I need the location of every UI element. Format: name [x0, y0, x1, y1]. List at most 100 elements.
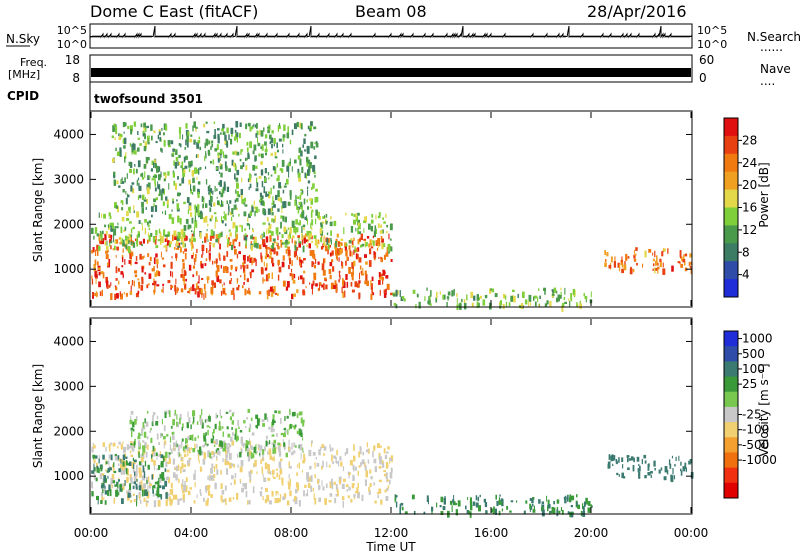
power-data-cell [92, 247, 95, 253]
power-data-cell [163, 189, 165, 195]
power-data-cell [221, 204, 224, 207]
power-data-cell [118, 136, 122, 140]
velocity-data-cell [185, 445, 187, 449]
power-data-cell [109, 242, 111, 247]
power-data-cell [281, 242, 284, 245]
power-data-cell [274, 156, 278, 159]
power-data-cell [153, 203, 155, 207]
power-data-cell [161, 148, 163, 153]
power-data-cell [364, 240, 366, 245]
velocity-data-cell [131, 445, 135, 452]
power-data-cell [688, 261, 691, 267]
velocity-data-cell [226, 447, 229, 454]
velocity-data-cell [289, 490, 292, 497]
velocity-data-cell [154, 481, 157, 485]
power-data-cell [136, 234, 139, 240]
power-data-cell [94, 227, 98, 234]
velocity-data-cell [119, 486, 122, 492]
velocity-data-cell [547, 499, 550, 507]
power-data-cell [153, 281, 156, 286]
power-data-cell [323, 241, 326, 247]
power-data-cell [279, 123, 281, 127]
velocity-colorbar-tick-label: -100 [742, 423, 769, 437]
power-data-cell [284, 245, 288, 248]
velocity-data-cell [152, 493, 155, 497]
velocity-data-cell [188, 448, 191, 454]
velocity-colorbar-tick-label: 500 [742, 347, 765, 361]
velocity-data-cell [208, 484, 211, 489]
velocity-data-cell [134, 476, 136, 483]
power-data-cell [194, 288, 197, 295]
power-data-cell [271, 211, 274, 216]
velocity-data-cell [255, 414, 259, 419]
power-data-cell [353, 219, 356, 225]
power-data-cell [310, 211, 313, 218]
velocity-data-cell [206, 425, 210, 428]
power-data-cell [530, 302, 532, 306]
power-data-cell [288, 170, 290, 178]
power-data-cell [618, 264, 621, 272]
velocity-data-cell [262, 453, 264, 461]
power-data-cell [273, 142, 275, 147]
power-data-cell [330, 216, 332, 220]
power-data-cell [679, 252, 682, 259]
power-data-cell [222, 290, 225, 294]
power-data-cell [212, 260, 214, 265]
power-data-cell [309, 198, 312, 201]
velocity-data-cell [179, 498, 183, 501]
power-data-cell [295, 200, 297, 206]
velocity-data-cell [353, 455, 356, 459]
velocity-data-cell [212, 435, 215, 440]
power-data-cell [314, 174, 316, 178]
power-data-cell [102, 272, 105, 279]
power-data-cell [270, 292, 274, 297]
power-data-cell [311, 261, 314, 268]
power-data-cell [226, 186, 230, 192]
velocity-data-cell [571, 511, 574, 514]
power-data-cell [147, 182, 151, 190]
power-data-cell [183, 156, 186, 162]
power-data-cell [261, 144, 264, 151]
power-data-cell [143, 122, 146, 128]
velocity-data-cell [104, 490, 108, 495]
velocity-data-cell [329, 444, 331, 449]
power-data-cell [153, 130, 156, 134]
power-data-cell [211, 140, 214, 144]
velocity-data-cell [166, 434, 169, 437]
power-data-cell [427, 300, 430, 304]
velocity-data-cell [133, 498, 136, 502]
power-data-cell [364, 280, 367, 285]
velocity-data-cell [213, 474, 216, 478]
velocity-data-cell [199, 449, 202, 456]
velocity-data-cell [196, 421, 199, 425]
power-data-cell [352, 268, 354, 276]
velocity-data-cell [194, 482, 196, 488]
velocity-data-cell [136, 464, 138, 472]
velocity-data-cell [325, 483, 328, 489]
velocity-data-cell [159, 477, 162, 483]
power-data-cell [513, 295, 516, 303]
velocity-data-cell [241, 442, 245, 446]
velocity-data-cell [684, 465, 686, 470]
velocity-data-cell [160, 454, 164, 459]
power-data-cell [141, 256, 144, 260]
velocity-data-cell [639, 465, 641, 472]
power-data-cell [570, 293, 573, 299]
velocity-data-cell [341, 483, 345, 490]
nsky-left-top: 10^5 [57, 24, 87, 37]
velocity-data-cell [143, 483, 146, 489]
velocity-data-cell [273, 420, 276, 423]
power-data-cell [324, 244, 327, 247]
power-data-cell [317, 261, 320, 265]
velocity-data-cell [145, 451, 148, 458]
velocity-data-cell [340, 461, 343, 467]
velocity-data-cell [129, 483, 132, 490]
power-data-cell [157, 134, 159, 140]
velocity-data-cell [146, 480, 148, 485]
power-data-cell [188, 264, 192, 271]
power-data-cell [219, 149, 223, 154]
velocity-data-cell [532, 509, 536, 513]
power-data-cell [98, 234, 100, 241]
velocity-data-cell [616, 472, 619, 476]
